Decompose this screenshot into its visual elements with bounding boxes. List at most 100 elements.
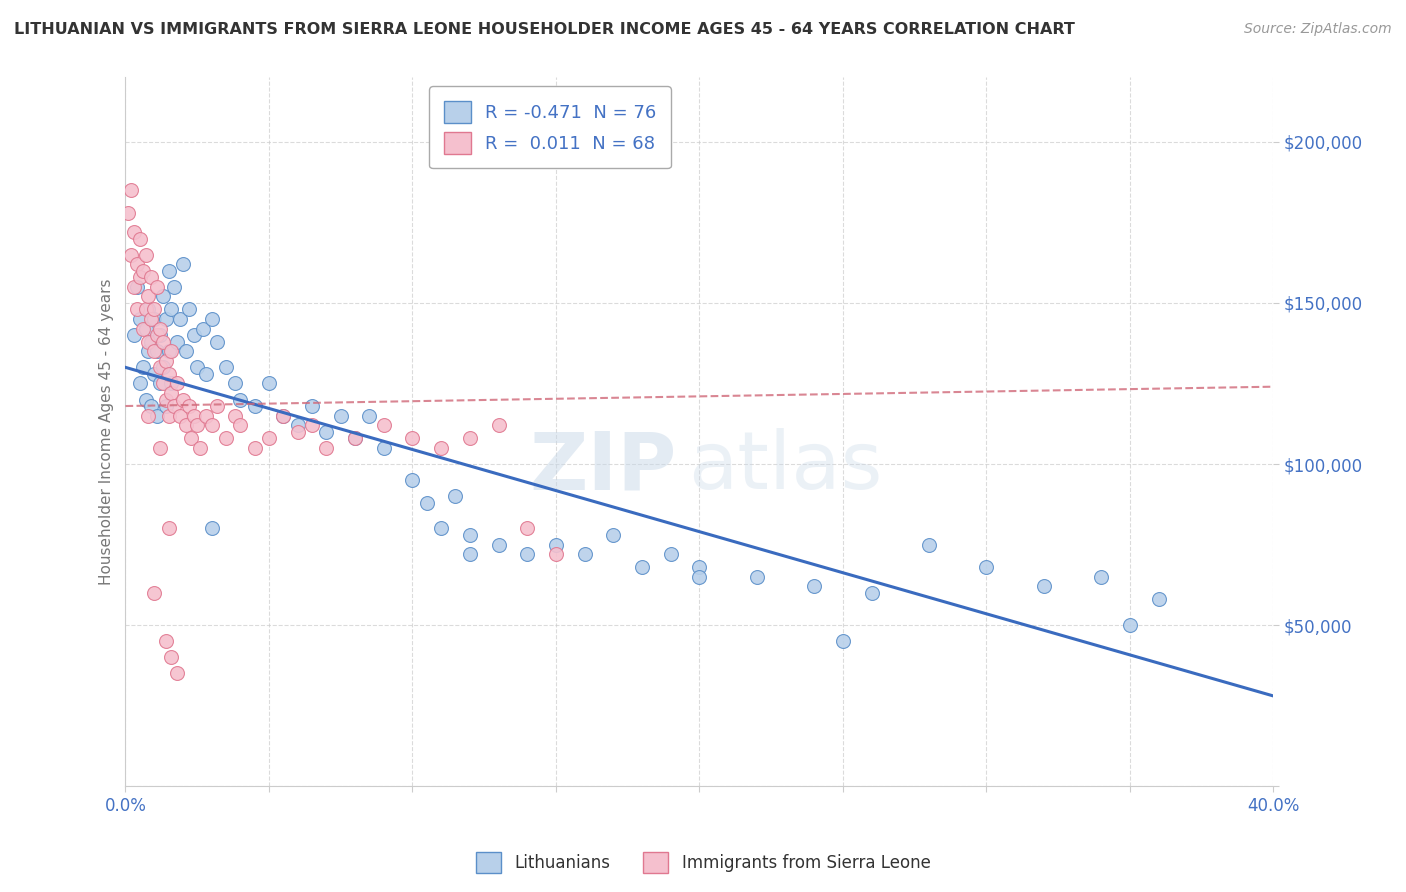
Point bbox=[138, 334, 160, 349]
Point bbox=[373, 418, 395, 433]
Point bbox=[344, 431, 367, 445]
Point bbox=[152, 289, 174, 303]
Point bbox=[120, 183, 142, 197]
Point bbox=[271, 409, 294, 423]
Point bbox=[163, 280, 186, 294]
Point bbox=[191, 322, 214, 336]
Point bbox=[149, 360, 172, 375]
Point bbox=[688, 560, 710, 574]
Point bbox=[860, 586, 883, 600]
Point bbox=[287, 425, 309, 439]
Point bbox=[135, 392, 157, 407]
Point bbox=[160, 302, 183, 317]
Point bbox=[128, 312, 150, 326]
Point bbox=[186, 418, 208, 433]
Point bbox=[163, 399, 186, 413]
Point bbox=[125, 257, 148, 271]
Point bbox=[177, 399, 200, 413]
Point bbox=[745, 570, 768, 584]
Point bbox=[516, 547, 538, 561]
Point bbox=[344, 431, 367, 445]
Point bbox=[169, 312, 191, 326]
Text: Source: ZipAtlas.com: Source: ZipAtlas.com bbox=[1244, 22, 1392, 37]
Point bbox=[1032, 579, 1054, 593]
Point bbox=[373, 441, 395, 455]
Point bbox=[146, 344, 169, 359]
Point bbox=[976, 560, 998, 574]
Point bbox=[125, 302, 148, 317]
Point bbox=[149, 322, 172, 336]
Point bbox=[166, 666, 188, 681]
Point bbox=[146, 328, 169, 343]
Point bbox=[243, 441, 266, 455]
Point bbox=[138, 289, 160, 303]
Point bbox=[155, 634, 177, 648]
Point bbox=[143, 302, 166, 317]
Point bbox=[1090, 570, 1112, 584]
Point bbox=[215, 431, 238, 445]
Point bbox=[574, 547, 596, 561]
Point bbox=[803, 579, 825, 593]
Point bbox=[1147, 592, 1170, 607]
Point bbox=[329, 409, 352, 423]
Point bbox=[301, 418, 323, 433]
Point bbox=[430, 441, 453, 455]
Point bbox=[224, 409, 246, 423]
Point bbox=[160, 344, 183, 359]
Point bbox=[287, 418, 309, 433]
Point bbox=[1119, 618, 1142, 632]
Point bbox=[200, 312, 222, 326]
Point bbox=[157, 367, 180, 381]
Point bbox=[631, 560, 654, 574]
Point bbox=[149, 441, 172, 455]
Point bbox=[122, 328, 145, 343]
Point bbox=[152, 376, 174, 391]
Point bbox=[135, 247, 157, 261]
Point bbox=[149, 376, 172, 391]
Point bbox=[155, 354, 177, 368]
Point bbox=[315, 441, 337, 455]
Point bbox=[458, 431, 481, 445]
Point bbox=[166, 334, 188, 349]
Point bbox=[160, 386, 183, 401]
Point bbox=[120, 247, 142, 261]
Point bbox=[401, 431, 423, 445]
Point bbox=[122, 225, 145, 239]
Point bbox=[229, 418, 252, 433]
Point bbox=[659, 547, 682, 561]
Point bbox=[918, 537, 941, 551]
Point bbox=[488, 537, 510, 551]
Point bbox=[188, 441, 211, 455]
Point bbox=[157, 409, 180, 423]
Point bbox=[141, 270, 163, 285]
Point bbox=[155, 399, 177, 413]
Point bbox=[257, 431, 280, 445]
Point bbox=[131, 264, 153, 278]
Point bbox=[544, 537, 567, 551]
Point bbox=[458, 528, 481, 542]
Text: LITHUANIAN VS IMMIGRANTS FROM SIERRA LEONE HOUSEHOLDER INCOME AGES 45 - 64 YEARS: LITHUANIAN VS IMMIGRANTS FROM SIERRA LEO… bbox=[14, 22, 1076, 37]
Point bbox=[166, 376, 188, 391]
Point bbox=[157, 344, 180, 359]
Point bbox=[172, 392, 194, 407]
Point bbox=[831, 634, 853, 648]
Point bbox=[143, 312, 166, 326]
Point bbox=[315, 425, 337, 439]
Point bbox=[229, 392, 252, 407]
Point bbox=[160, 650, 183, 665]
Point bbox=[135, 302, 157, 317]
Point bbox=[401, 473, 423, 487]
Point bbox=[131, 360, 153, 375]
Point bbox=[183, 328, 205, 343]
Point bbox=[155, 312, 177, 326]
Point bbox=[301, 399, 323, 413]
Point bbox=[183, 409, 205, 423]
Point bbox=[122, 280, 145, 294]
Point bbox=[131, 322, 153, 336]
Point bbox=[186, 360, 208, 375]
Point bbox=[146, 280, 169, 294]
Point bbox=[141, 312, 163, 326]
Point bbox=[488, 418, 510, 433]
Point bbox=[125, 280, 148, 294]
Point bbox=[430, 521, 453, 535]
